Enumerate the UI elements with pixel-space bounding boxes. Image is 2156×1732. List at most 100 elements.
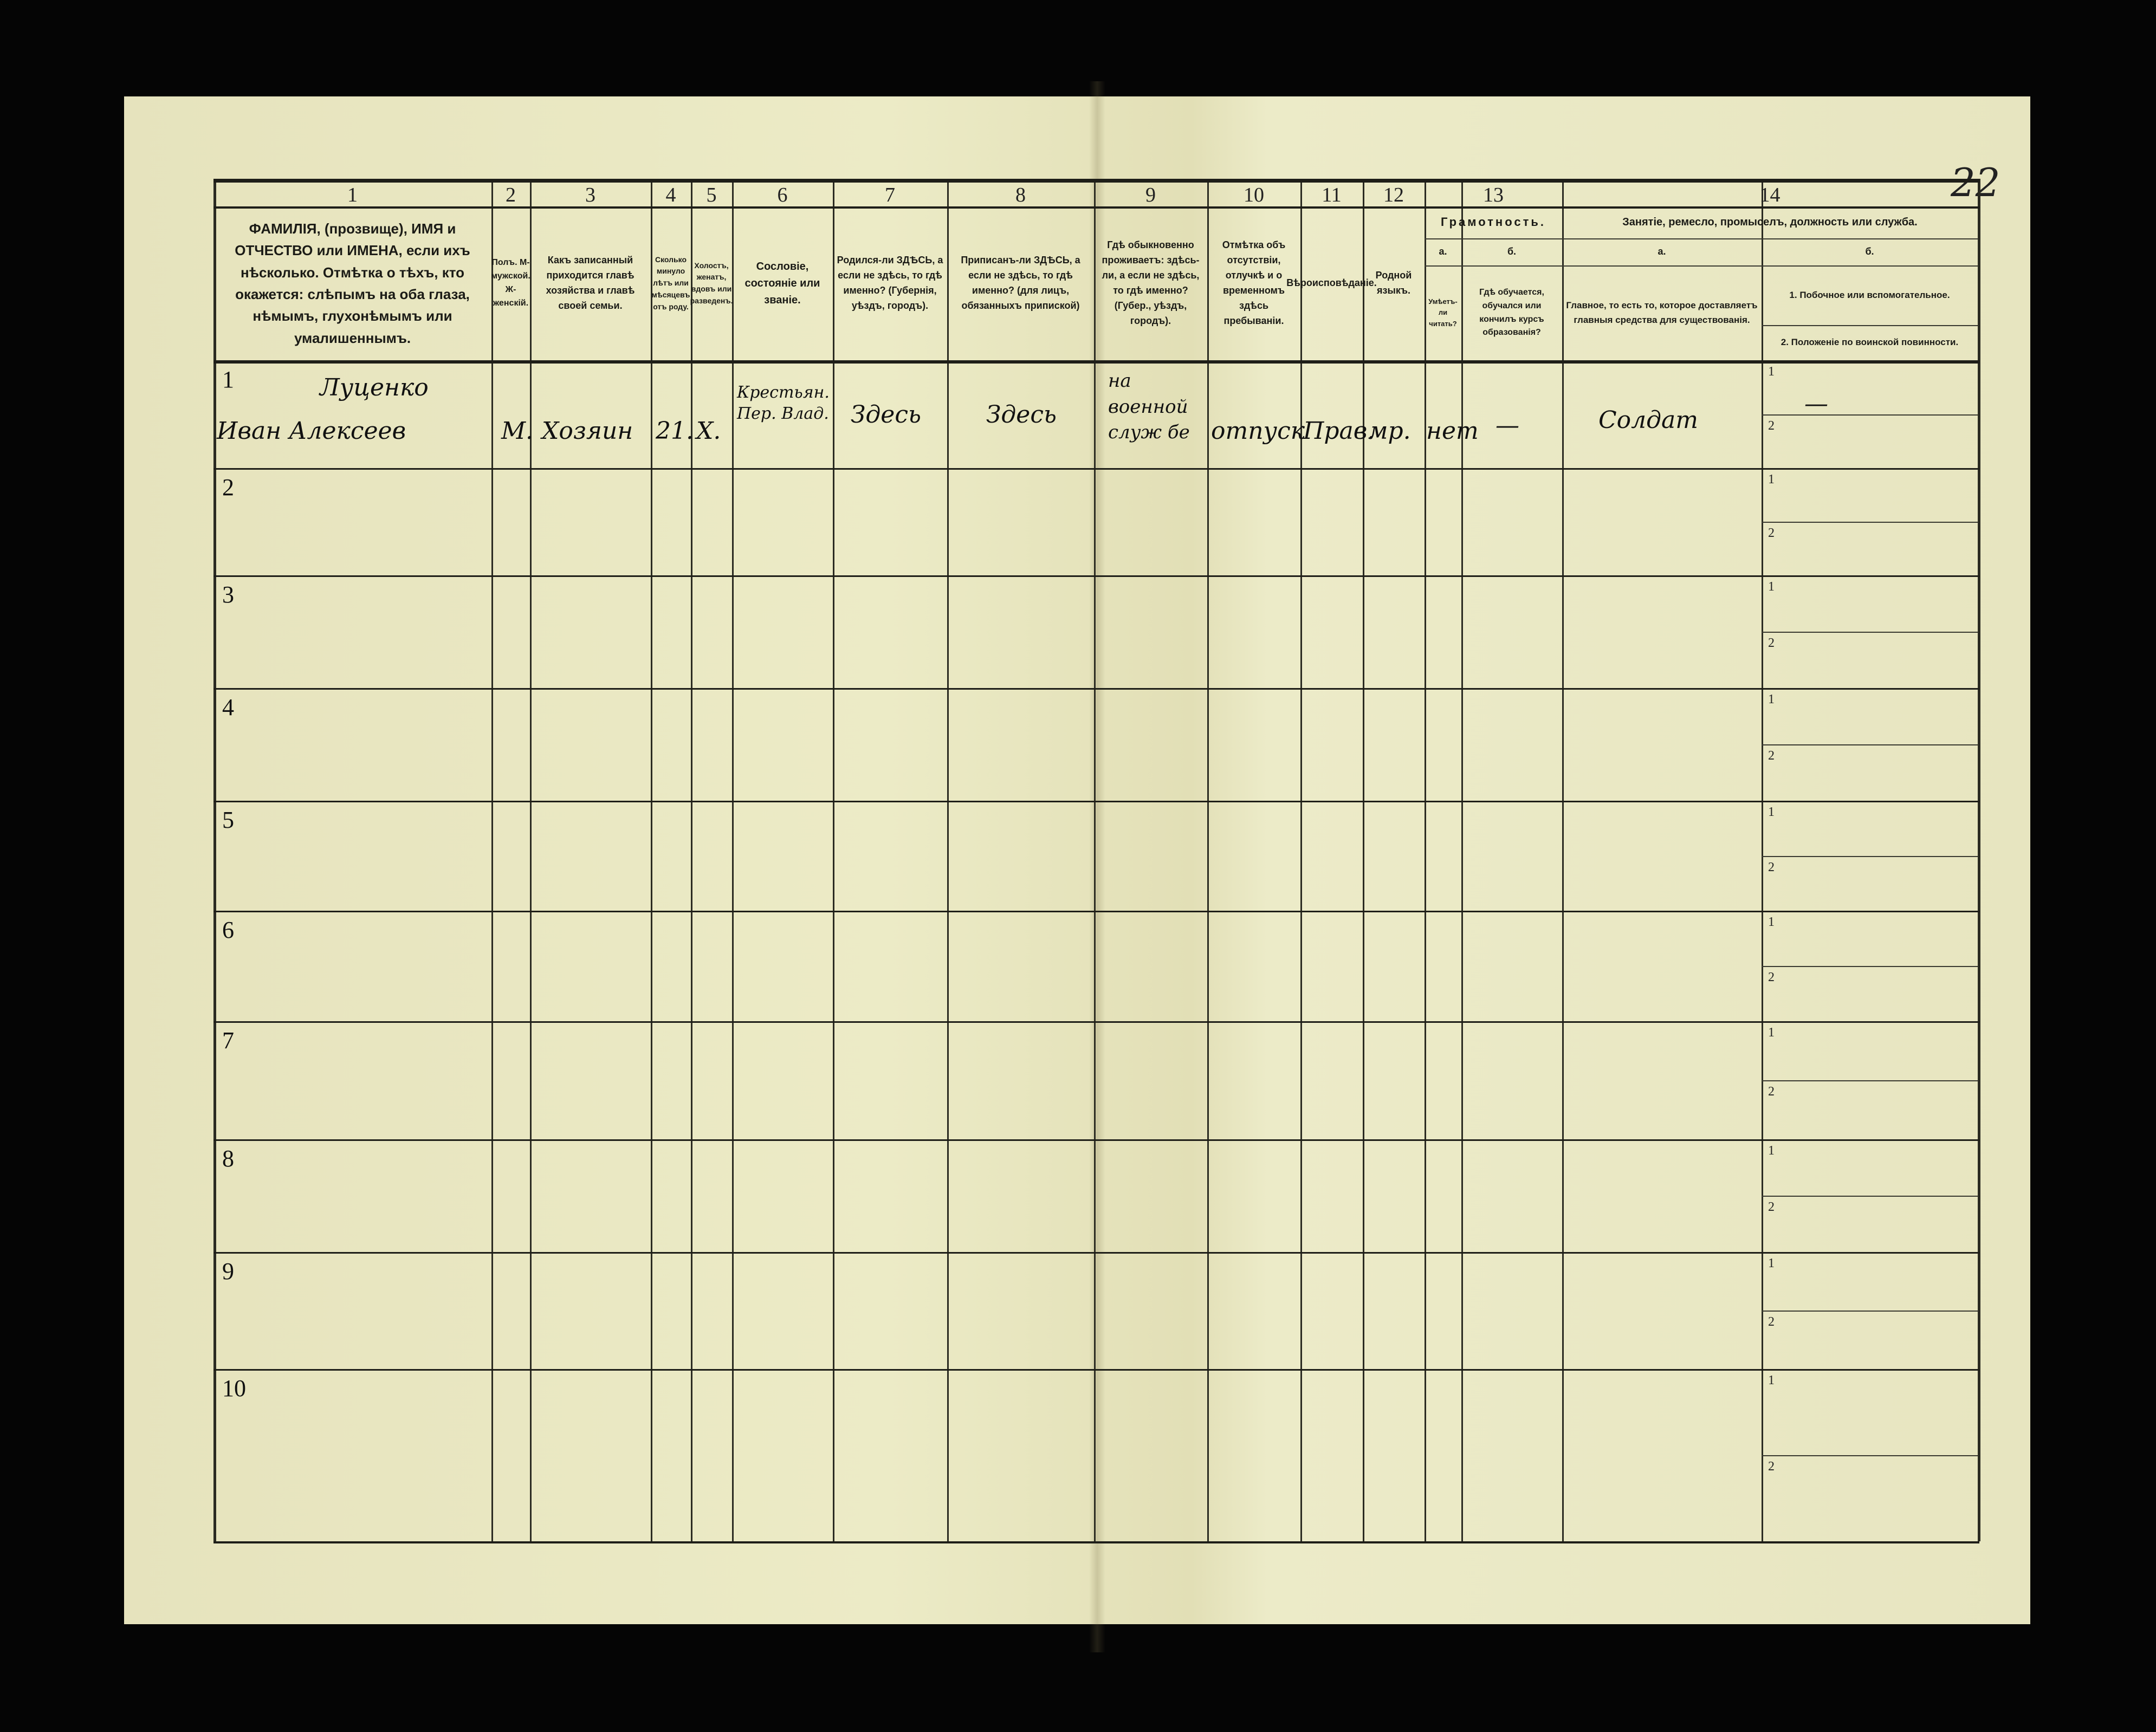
row-divider (213, 1139, 1979, 1141)
number-row-rule (213, 206, 1979, 209)
entry-language: мр. (1368, 417, 1411, 445)
entry-secondary: — (1804, 390, 1828, 418)
sub-label: 2 (1768, 526, 1775, 540)
column-divider (833, 179, 834, 1541)
row-number: 7 (222, 1027, 234, 1054)
entry-religion: Прав. (1303, 417, 1375, 445)
entry-estate: Крестьян. Пер. Влад. (737, 383, 830, 423)
row-divider (213, 468, 1979, 470)
column-divider (1461, 179, 1463, 1541)
column-number: 9 (1145, 184, 1156, 206)
header-c2: Полъ. М-мужской. Ж-женскій. (491, 258, 530, 308)
row-divider (213, 1252, 1979, 1254)
column-divider (530, 179, 532, 1541)
row-number: 9 (222, 1258, 234, 1285)
header-c14: Занятіе, ремесло, промыселъ, должность и… (1622, 216, 1918, 228)
entry-registered: Здесь (986, 401, 1057, 429)
sub-label: 1 (1768, 915, 1775, 929)
header-c11: Вѣроисповѣданіе. (1286, 277, 1377, 289)
book-spine (1089, 81, 1105, 1652)
column-divider (1762, 179, 1763, 1541)
column-number: 5 (706, 184, 717, 206)
entry-residence: на военной служ бе (1108, 370, 1190, 444)
column-divider (1207, 179, 1209, 1541)
column-divider (1363, 179, 1364, 1541)
column-number: 11 (1322, 184, 1342, 206)
column-divider (1425, 179, 1426, 1541)
sub-row-divider (1762, 1455, 1978, 1456)
header-c9: Гдѣ обыкновенно проживаетъ: здѣсь-ли, а … (1102, 239, 1200, 326)
sub-label: 1 (1768, 1144, 1775, 1158)
sub-row-divider (1762, 522, 1978, 523)
column-number: 6 (777, 184, 788, 206)
header-c4: Сколько минуло лѣтъ или мѣсяцевъ отъ род… (651, 255, 690, 311)
row-divider (213, 575, 1979, 577)
header-c14b1: 1. Побочное или вспомогательное. (1789, 289, 1950, 300)
sub-label: 1 (1768, 365, 1775, 379)
occupation-sub-rule (1562, 265, 1978, 267)
row-divider (213, 688, 1979, 690)
entry-birthplace: Здесь (851, 401, 921, 429)
sub-label: 1 (1768, 1026, 1775, 1040)
column-number: 1 (347, 184, 358, 206)
sub-label: 2 (1768, 970, 1775, 984)
header-c12: Родной языкъ. (1375, 270, 1412, 296)
column-number: 3 (585, 184, 595, 206)
row-divider (213, 911, 1979, 912)
header-c5: Холостъ, женатъ, вдовъ или разведенъ. (690, 261, 733, 305)
column-number: 8 (1015, 184, 1026, 206)
header-bottom-rule (213, 360, 1979, 364)
header-c10: Отмѣтка объ отсутствіи, отлучкѣ и о врем… (1222, 239, 1286, 326)
sub-label: 2 (1768, 1085, 1775, 1099)
header-c13a-letter: а. (1439, 246, 1447, 257)
table-top-rule (213, 179, 1979, 183)
header-c14a: Главное, то есть то, которое доставляетъ… (1566, 300, 1758, 325)
row-number: 8 (222, 1145, 234, 1172)
entry-can_read: нет (1426, 417, 1479, 445)
column-divider (1978, 179, 1980, 1541)
entry-surname: Луценко (320, 374, 429, 401)
header-c14b-letter: б. (1865, 246, 1874, 257)
column-divider (213, 179, 216, 1541)
sub-label: 2 (1768, 1200, 1775, 1214)
row-number: 4 (222, 694, 234, 721)
row-number: 5 (222, 807, 234, 833)
sub-label: 2 (1768, 749, 1775, 763)
entry-relation: Хозяин (542, 417, 633, 445)
sub-row-divider (1762, 632, 1978, 633)
sub-label: 2 (1768, 636, 1775, 650)
column-number: 4 (665, 184, 676, 206)
row-divider (213, 1021, 1979, 1023)
column-divider (732, 179, 734, 1541)
entry-name: Иван Алексеев (217, 417, 406, 445)
header-c6: Сословіе, состояніе или званіе. (744, 260, 820, 306)
sub-label: 1 (1768, 472, 1775, 486)
column-number: 10 (1244, 184, 1264, 206)
column-number: 2 (506, 184, 516, 206)
sub-label: 1 (1768, 1373, 1775, 1387)
entry-marital: Х. (696, 417, 721, 445)
header-c3: Какъ записанный приходится главѣ хозяйст… (546, 255, 635, 311)
header-c7: Родился-ли ЗДѢСЬ, а если не здѣсь, то гд… (837, 255, 943, 311)
row-divider (213, 801, 1979, 802)
sub-row-divider (1762, 744, 1978, 745)
entry-age: 21. (656, 417, 694, 445)
sub-row-divider (1762, 855, 1978, 857)
column-divider (491, 179, 493, 1541)
sub-row-divider (1762, 1080, 1978, 1081)
row-number: 6 (222, 917, 234, 943)
sub-label: 2 (1768, 418, 1775, 433)
sub-row-divider (1762, 1311, 1978, 1312)
header-c13: Грамотность. (1440, 215, 1546, 229)
column-divider (651, 179, 652, 1541)
column-number: 14 (1759, 184, 1781, 206)
header-c1: ФАМИЛІЯ, (прозвище), ИМЯ и ОТЧЕСТВО или … (235, 220, 470, 346)
column-number: 7 (885, 184, 895, 206)
column-divider (691, 179, 692, 1541)
row-divider (213, 1369, 1979, 1371)
row-number: 10 (222, 1375, 246, 1402)
literacy-sub-rule (1425, 265, 1562, 267)
sub-label: 1 (1768, 805, 1775, 819)
header-c8: Приписанъ-ли ЗДѢСЬ, а если не здѣсь, то … (961, 255, 1080, 311)
literacy-rule (1425, 238, 1978, 239)
